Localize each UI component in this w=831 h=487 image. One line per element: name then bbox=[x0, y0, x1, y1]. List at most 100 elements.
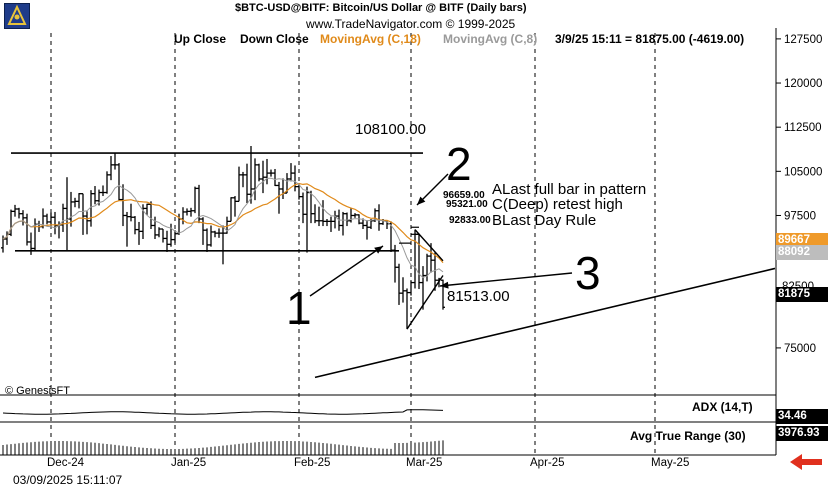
price-bar bbox=[305, 186, 309, 253]
price-tag-last: 81875 bbox=[776, 287, 828, 302]
price-bar bbox=[233, 196, 237, 217]
arrow-to-point-3 bbox=[439, 272, 573, 287]
point-a-text: ALast full bar in pattern bbox=[492, 181, 647, 198]
price-bar bbox=[121, 184, 125, 227]
price-bar bbox=[165, 230, 169, 252]
legend-ma18: MovingAvg (C,18) bbox=[320, 32, 421, 46]
price-bar bbox=[209, 225, 213, 247]
chart-title: $BTC-USD@BITF: Bitcoin/US Dollar @ BITF … bbox=[235, 2, 527, 14]
price-bar bbox=[405, 288, 409, 330]
moving-averages bbox=[2, 177, 444, 278]
price-bar bbox=[101, 185, 105, 197]
price-bar bbox=[349, 207, 353, 223]
price-bar bbox=[53, 211, 57, 235]
price-bar bbox=[297, 184, 301, 200]
price-tag-ma18: 89667 bbox=[776, 233, 828, 248]
price-bar bbox=[361, 218, 365, 230]
price-bar bbox=[205, 228, 209, 252]
price-bar bbox=[153, 216, 157, 240]
price-bar bbox=[145, 203, 149, 215]
price-bar bbox=[133, 216, 137, 235]
price-bar bbox=[49, 212, 53, 226]
price-bar bbox=[265, 158, 269, 185]
price-bar bbox=[353, 213, 357, 218]
price-bar bbox=[257, 163, 261, 182]
price-bar bbox=[169, 223, 173, 247]
adx-line bbox=[2, 409, 444, 415]
price-bar bbox=[269, 169, 273, 177]
x-tick-mar: Mar-25 bbox=[406, 457, 443, 469]
price-bar bbox=[313, 204, 317, 224]
price-bar bbox=[425, 253, 429, 282]
adx-value: 34.46 bbox=[776, 409, 828, 424]
atr-label: Avg True Range (30) bbox=[630, 429, 746, 443]
wave-label-3: 3 bbox=[575, 247, 601, 299]
arrow-to-high-2-head bbox=[417, 196, 426, 205]
arrow-to-low-1-head bbox=[374, 246, 383, 254]
y-tick-label-0: 127500 bbox=[784, 34, 822, 46]
y-tick-label-5: 75000 bbox=[784, 343, 816, 355]
price-bar bbox=[285, 173, 289, 194]
y-tick-label-3: 105000 bbox=[784, 166, 822, 178]
price-bar bbox=[45, 213, 49, 225]
y-tick-label-4: 97500 bbox=[784, 210, 816, 222]
price-bar bbox=[69, 191, 73, 227]
price-bar bbox=[93, 186, 97, 205]
price-bar bbox=[221, 225, 225, 265]
footer-timestamp: 03/09/2025 15:11:07 bbox=[13, 473, 123, 487]
wedge-lower-line bbox=[406, 275, 444, 330]
chart-subtitle: www.TradeNavigator.com © 1999-2025 bbox=[306, 17, 516, 31]
price-bar bbox=[421, 266, 425, 310]
price-bar bbox=[109, 156, 113, 181]
price-bar bbox=[301, 192, 305, 224]
trade-navigator-logo-icon[interactable] bbox=[4, 3, 30, 29]
ma8-line bbox=[2, 177, 444, 278]
legend-down-close: Down Close bbox=[240, 32, 309, 46]
arrow-to-low-1 bbox=[309, 245, 384, 297]
price-bar bbox=[89, 190, 93, 227]
price-bar bbox=[161, 228, 165, 243]
level-high-label: 108100.00 bbox=[355, 121, 426, 138]
price-bar bbox=[401, 277, 405, 303]
x-tick-may: May-25 bbox=[651, 457, 690, 469]
level-low-label: 81513.00 bbox=[447, 288, 510, 305]
trend-drawings bbox=[11, 152, 776, 379]
point-c-text: C(Deep) retest high bbox=[492, 196, 623, 213]
atr-value: 3976.93 bbox=[776, 426, 828, 441]
wave-label-2: 2 bbox=[446, 138, 472, 190]
price-bar bbox=[129, 203, 133, 222]
price-bar bbox=[365, 220, 369, 240]
price-axis: 127500 120000 112500 105000 97500 75000 bbox=[776, 34, 822, 355]
price-bar bbox=[325, 219, 329, 227]
price-bar bbox=[409, 280, 413, 296]
x-tick-dec: Dec-24 bbox=[47, 457, 85, 469]
price-bar bbox=[261, 160, 265, 194]
price-bar bbox=[61, 203, 65, 232]
legend-ma8: MovingAvg (C,8) bbox=[443, 32, 538, 46]
price-bar bbox=[317, 206, 321, 227]
price-bar bbox=[277, 181, 281, 214]
price-bar bbox=[9, 209, 13, 237]
point-b-text: BLast Day Rule bbox=[492, 212, 597, 229]
scroll-left-arrow-icon[interactable] bbox=[788, 452, 824, 472]
price-bar bbox=[17, 207, 21, 219]
price-tag-ma8: 88092 bbox=[776, 245, 828, 260]
legend-up-close: Up Close bbox=[174, 32, 227, 46]
price-bar bbox=[249, 146, 253, 204]
price-bar bbox=[289, 163, 293, 182]
price-bar bbox=[229, 197, 233, 223]
price-bar bbox=[245, 163, 249, 204]
price-bar bbox=[213, 230, 217, 238]
price-bar bbox=[173, 230, 177, 244]
price-bar bbox=[85, 211, 89, 235]
wave-label-1: 1 bbox=[286, 282, 312, 334]
x-tick-apr: Apr-25 bbox=[530, 457, 565, 469]
price-bar bbox=[345, 212, 349, 227]
price-bar bbox=[81, 193, 85, 235]
y-tick-label-2: 112500 bbox=[784, 122, 822, 134]
adx-label: ADX (14,T) bbox=[692, 400, 753, 414]
price-bar bbox=[241, 171, 245, 188]
x-tick-feb: Feb-25 bbox=[294, 457, 331, 469]
long-trendline bbox=[314, 267, 776, 379]
